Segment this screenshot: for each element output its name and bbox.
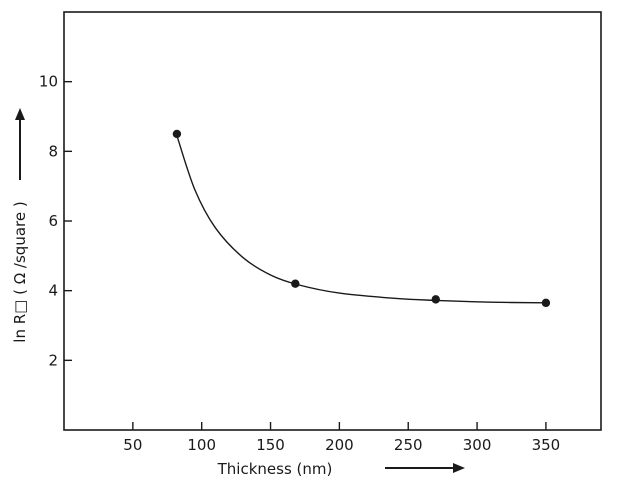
y-axis-label: ln R□ ( Ω /square ) <box>11 201 29 342</box>
x-tick-label: 50 <box>123 436 142 454</box>
data-point <box>541 298 551 308</box>
fit-curve-group <box>176 135 546 304</box>
data-point <box>431 295 440 304</box>
x-tick-label: 200 <box>325 436 354 454</box>
y-tick-label: 4 <box>48 282 58 300</box>
data-points <box>172 129 551 308</box>
y-tick-label: 10 <box>39 73 58 91</box>
x-tick-label: 100 <box>187 436 216 454</box>
x-axis-ticks: 50 100 150 200 250 300 350 <box>123 422 560 454</box>
plot-frame <box>63 11 602 431</box>
data-point <box>172 129 182 139</box>
y-axis-arrow <box>15 108 25 180</box>
y-axis-ticks: 2 4 6 8 10 <box>39 73 72 369</box>
x-axis-arrow <box>385 463 465 473</box>
plot-border <box>63 11 602 431</box>
y-tick-label: 6 <box>48 212 58 230</box>
x-tick-label: 300 <box>463 436 492 454</box>
data-point <box>291 279 300 288</box>
x-tick-label: 150 <box>256 436 285 454</box>
x-tick-label: 350 <box>532 436 561 454</box>
y-tick-label: 2 <box>48 351 58 369</box>
y-tick-label: 8 <box>48 142 58 160</box>
fit-curve <box>176 135 546 304</box>
x-tick-label: 250 <box>394 436 423 454</box>
x-axis-label: Thickness (nm) <box>217 460 333 478</box>
